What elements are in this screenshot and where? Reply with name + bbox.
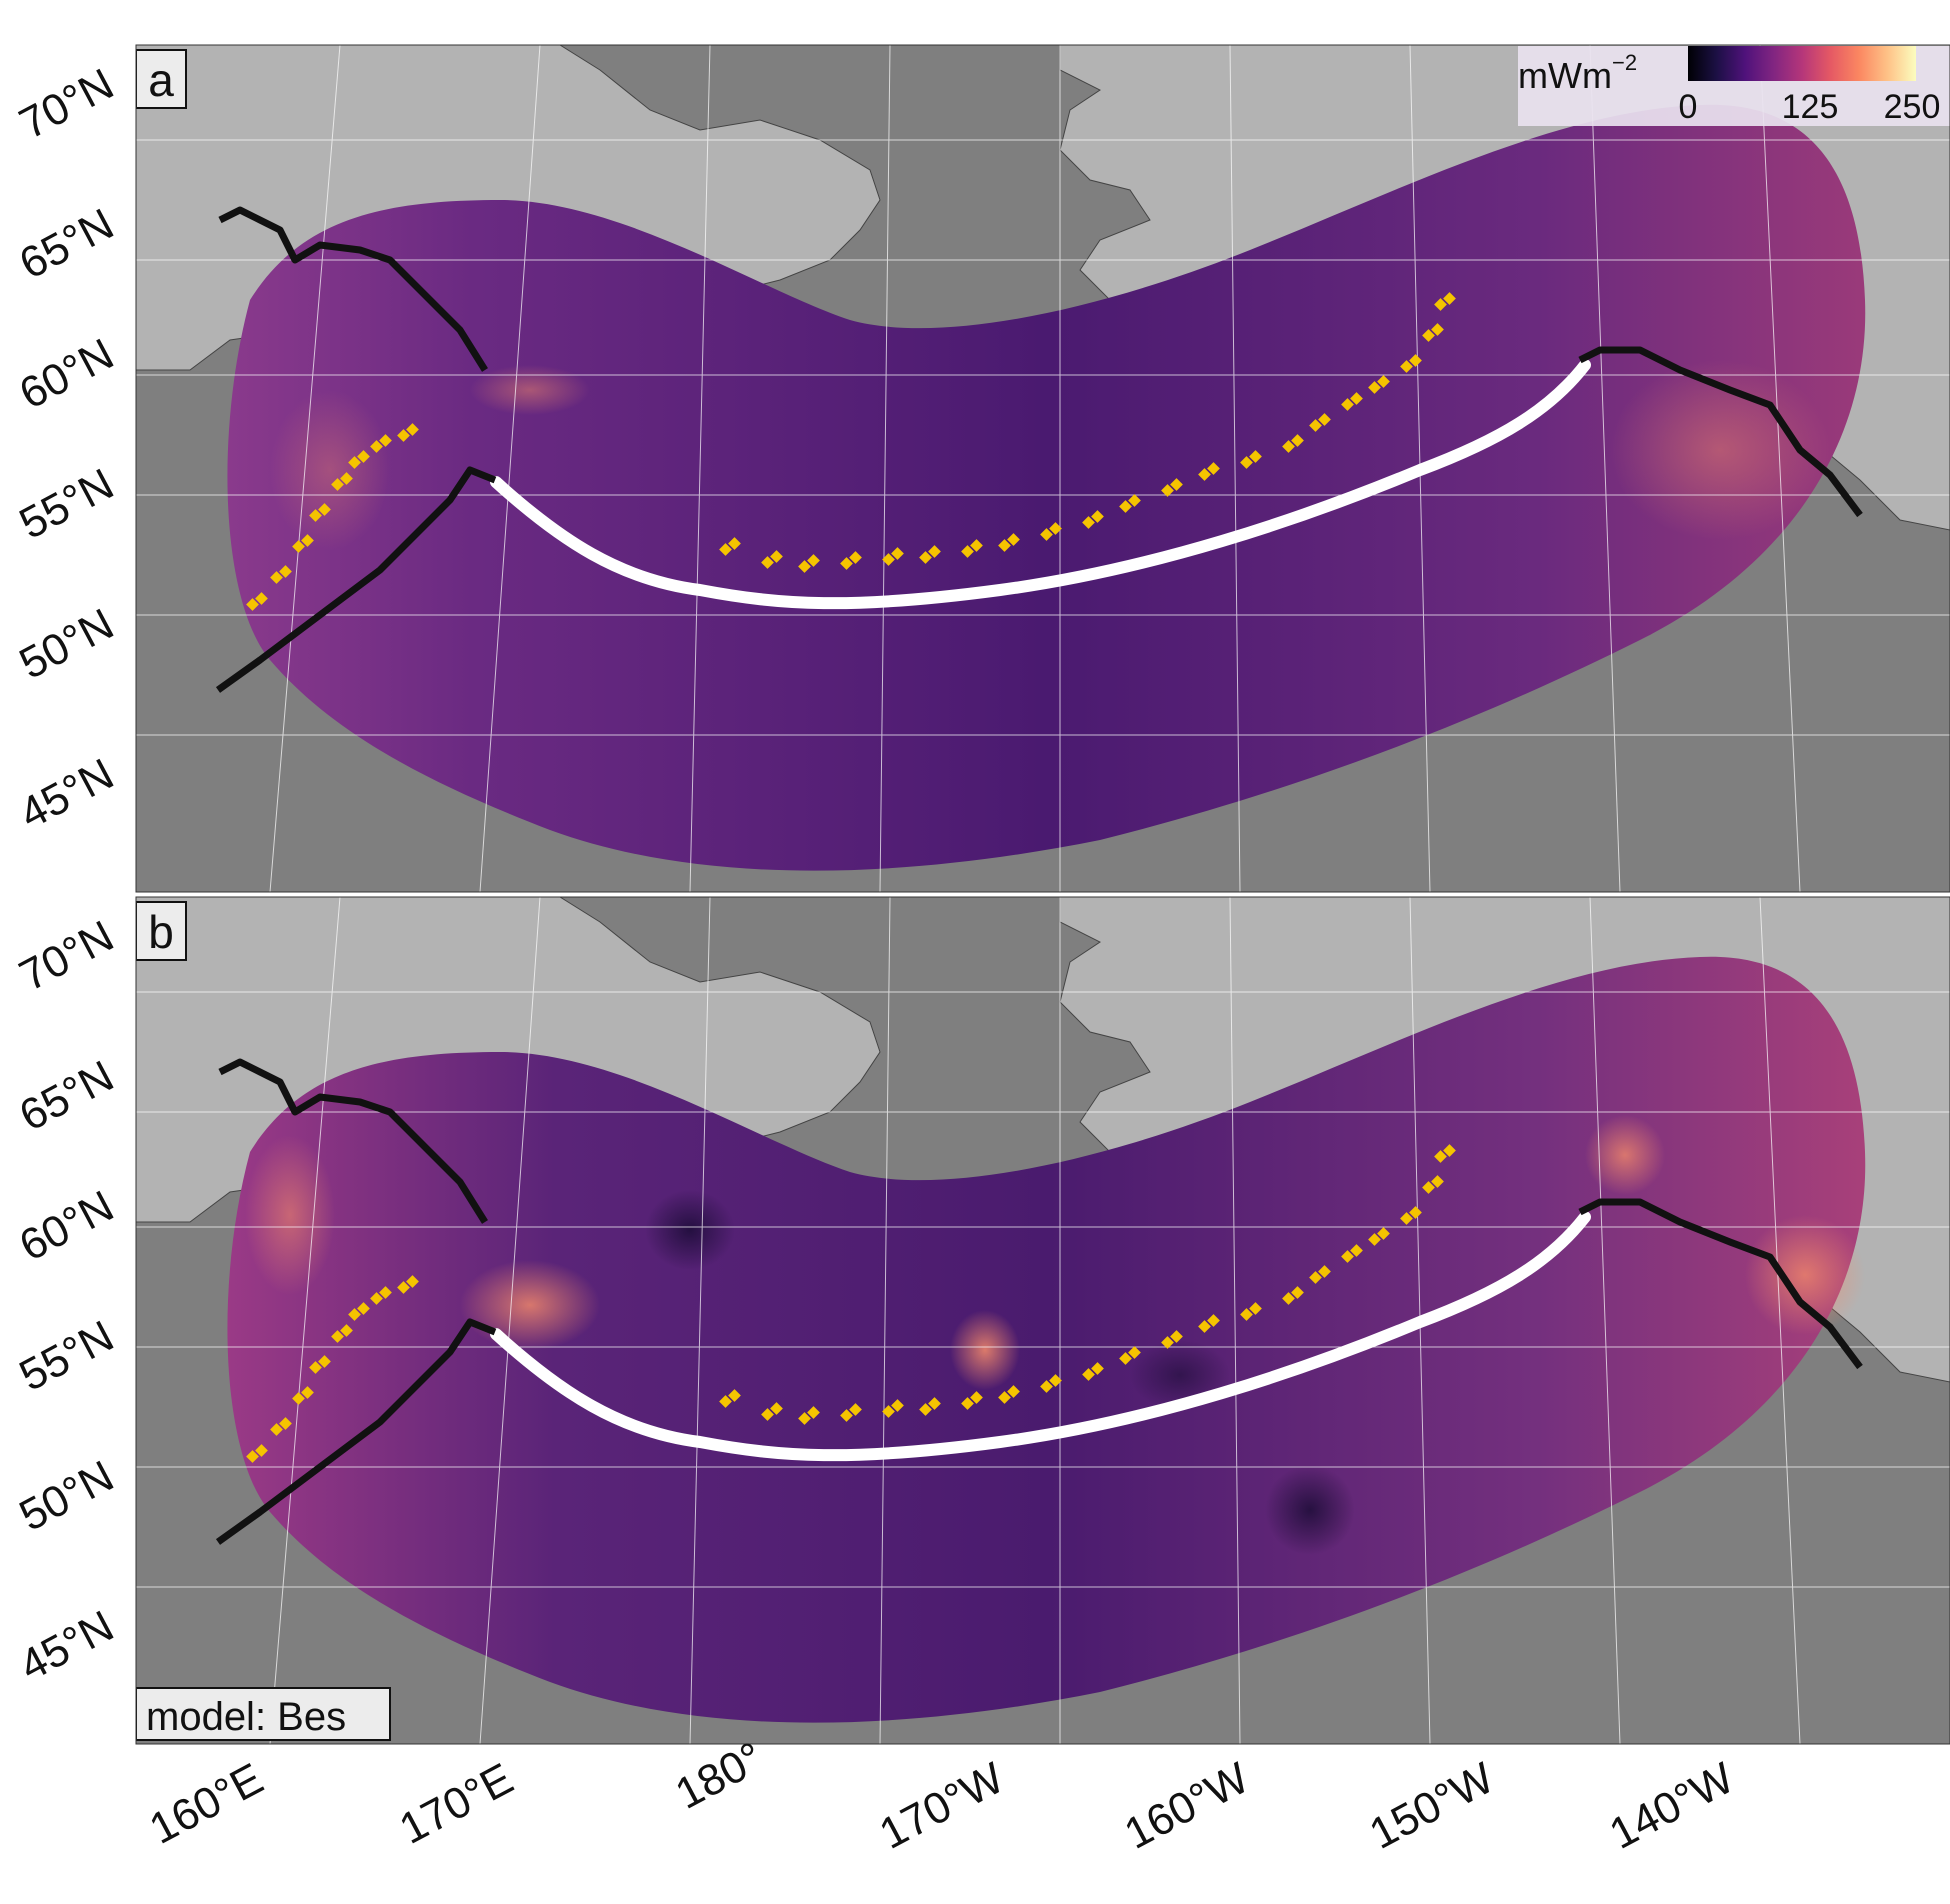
- colorbar-tick-1: 125: [1782, 88, 1839, 126]
- arc-point: [357, 450, 370, 463]
- plate-boundary: [215, 206, 1863, 693]
- arc-point: [1434, 1150, 1447, 1163]
- arc-point: [406, 423, 419, 436]
- lat-label: 50°N: [12, 1451, 122, 1540]
- arc-point: [1170, 1330, 1183, 1343]
- arc-point: [1198, 1320, 1211, 1333]
- heatflow-band: [227, 956, 1866, 1723]
- arc-point: [1161, 1336, 1174, 1349]
- lat-label: 45°N: [12, 1601, 122, 1690]
- arc-point: [1368, 1233, 1381, 1246]
- panel-label-box: [136, 901, 187, 961]
- arc-point: [370, 440, 383, 453]
- lon-label: 170°W: [872, 1753, 1012, 1859]
- lon-label: 180°: [668, 1733, 771, 1819]
- lat-label: 70°N: [12, 59, 122, 148]
- arc-point: [348, 456, 361, 469]
- lon-label: 170°E: [392, 1754, 521, 1854]
- arc-point: [1128, 1346, 1141, 1359]
- lat-label: 60°N: [12, 329, 122, 418]
- grid-lines: [136, 45, 1950, 892]
- lat-label: 60°N: [12, 1181, 122, 1270]
- lat-label: 45°N: [12, 749, 122, 838]
- trench-line: [490, 359, 1591, 610]
- arc-point: [1291, 1286, 1304, 1299]
- model-annotation: model: Bes: [146, 1695, 346, 1739]
- arc-point: [1240, 1308, 1253, 1321]
- lon-label: 150°W: [1362, 1753, 1502, 1859]
- lat-label: 65°N: [12, 199, 122, 288]
- arc-point: [1091, 1362, 1104, 1375]
- grid-lines: [136, 897, 1950, 1744]
- map-panel-b: b model: Bes: [136, 897, 1950, 1744]
- arc-point: [1400, 1212, 1413, 1225]
- panel-a-frame: [135, 44, 1950, 893]
- map-panel-a: a mWm−2 0 125 250: [136, 45, 1950, 892]
- colorbar-tick-2: 250: [1884, 88, 1941, 126]
- colorbar: mWm−2 0 125 250: [1518, 46, 1950, 126]
- panel-label: b: [148, 906, 174, 958]
- colorbar-tick-0: 0: [1679, 88, 1698, 126]
- lon-label: 140°W: [1602, 1753, 1742, 1859]
- arc-point: [1282, 1292, 1295, 1305]
- lat-label: 70°N: [12, 911, 122, 1000]
- lon-label: 160°E: [142, 1754, 271, 1854]
- arc-point: [1350, 1244, 1363, 1257]
- panel-label-box: [136, 49, 187, 109]
- lat-label: 55°N: [12, 459, 122, 548]
- colorbar-gradient: [1688, 46, 1916, 81]
- arc-point: [379, 434, 392, 447]
- arc-point: [1443, 1144, 1456, 1157]
- arc-point: [1249, 1302, 1262, 1315]
- latitude-labels-a: 70°N 65°N 60°N 55°N 50°N 45°N: [12, 59, 122, 838]
- arc-point: [1082, 1368, 1095, 1381]
- model-annotation-box: [136, 1687, 391, 1741]
- arc-point: [1431, 1175, 1444, 1188]
- arc-point: [340, 472, 353, 485]
- lat-label: 55°N: [12, 1311, 122, 1400]
- arc-point: [1207, 1314, 1220, 1327]
- arc-point: [1409, 1206, 1422, 1219]
- arc-point: [1309, 1271, 1322, 1284]
- arc-point: [1049, 1374, 1062, 1387]
- longitude-labels: 160°E 170°E 180° 170°W 160°W 150°W 140°W: [142, 1733, 1742, 1859]
- lat-label: 65°N: [12, 1051, 122, 1140]
- arc-point: [1341, 1250, 1354, 1263]
- arc-point: [1318, 1265, 1331, 1278]
- plate-boundary: [215, 1058, 1863, 1545]
- lon-label: 160°W: [1117, 1753, 1257, 1859]
- arc-point: [1377, 1227, 1390, 1240]
- arc-point: [1040, 1380, 1053, 1393]
- colorbar-unit: mWm−2: [1518, 50, 1637, 96]
- arc-point: [1119, 1352, 1132, 1365]
- trench-line: [490, 1211, 1591, 1462]
- arc-point: [1422, 1181, 1435, 1194]
- arc-point: [397, 429, 410, 442]
- panel-label: a: [148, 54, 174, 106]
- arc-point: [331, 478, 344, 491]
- heatflow-band: [227, 104, 1866, 871]
- lat-label: 50°N: [12, 599, 122, 688]
- latitude-labels-b: 70°N 65°N 60°N 55°N 50°N 45°N: [12, 911, 122, 1690]
- panel-b-frame: [135, 896, 1950, 1745]
